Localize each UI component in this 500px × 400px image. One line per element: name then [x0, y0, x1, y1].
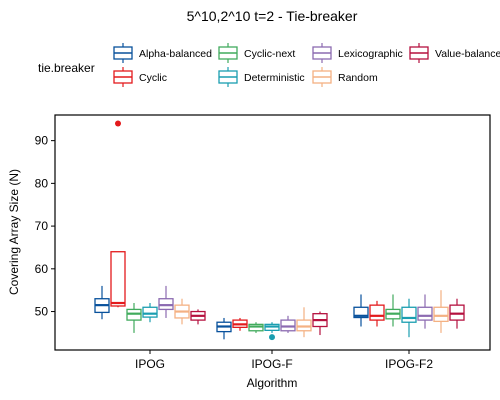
legend-item-value-balanced: Value-balanced — [409, 43, 500, 63]
box-value-balanced-ipog-f2 — [449, 298, 465, 329]
y-axis-title: Covering Array Size (N) — [7, 169, 21, 295]
legend-label: Random — [338, 72, 378, 84]
box-iqr — [110, 251, 126, 307]
outlier-point — [269, 334, 275, 341]
y-tick-label: 90 — [35, 134, 49, 148]
x-tick-label: IPOG-F2 — [385, 357, 433, 371]
outlier-point — [115, 120, 121, 127]
x-axis-title: Algorithm — [247, 376, 298, 390]
legend-label: Lexicographic — [338, 48, 403, 60]
legend-label: Value-balanced — [435, 48, 500, 60]
x-tick-label: IPOG-F — [251, 357, 292, 371]
box-iqr — [369, 304, 385, 321]
y-tick-label: 80 — [35, 176, 49, 190]
box-alpha-balanced-ipog — [94, 285, 110, 320]
legend-item-lexicographic: Lexicographic — [312, 43, 403, 63]
box-deterministic-ipog-f2 — [401, 298, 417, 338]
legend-label: Deterministic — [244, 72, 305, 84]
box-cyclic-next-ipog-f — [248, 322, 264, 333]
legend-item-cyclic: Cyclic — [113, 67, 167, 87]
box-cyclic-ipog-f — [232, 317, 248, 331]
box-alpha-balanced-ipog-f — [216, 317, 232, 340]
y-axis: 50 60 70 80 90 — [35, 134, 55, 319]
box-iqr — [417, 306, 433, 321]
box-cyclic-ipog — [110, 120, 126, 308]
box-deterministic-ipog-f — [264, 322, 280, 341]
plot-border — [54, 114, 491, 351]
legend-label: Alpha-balanced — [139, 48, 212, 60]
x-axis: IPOG IPOG-F IPOG-F2 — [135, 350, 433, 371]
box-lexicographic-ipog-f2 — [417, 294, 433, 329]
box-cyclic-next-ipog — [126, 303, 142, 333]
box-value-balanced-ipog — [190, 309, 206, 325]
box-deterministic-ipog — [142, 303, 158, 323]
box-iqr — [433, 306, 449, 323]
legend-item-cyclic-next: Cyclic-next — [218, 43, 295, 63]
legend-title: tie.breaker — [38, 61, 95, 75]
legend-label: Cyclic — [139, 72, 167, 84]
box-cyclic-ipog-f2 — [369, 300, 385, 327]
legend-label: Cyclic-next — [244, 48, 295, 60]
x-tick-label: IPOG — [135, 357, 165, 371]
box-lexicographic-ipog-f — [280, 315, 296, 333]
box-random-ipog-f2 — [433, 290, 449, 333]
plot-area: 50 60 70 80 90 IPOG IPOG-F IPOG-F2 — [35, 114, 491, 371]
box-cyclic-next-ipog-f2 — [385, 294, 401, 327]
box-value-balanced-ipog-f — [312, 311, 328, 336]
legend: tie.breaker Alpha-balanced Cyclic-next Lex… — [38, 43, 500, 87]
y-tick-label: 70 — [35, 219, 49, 233]
box-iqr — [353, 306, 369, 319]
box-iqr — [142, 306, 158, 318]
box-lexicographic-ipog — [158, 285, 174, 318]
legend-item-deterministic: Deterministic — [218, 67, 305, 87]
box-random-ipog — [174, 298, 190, 325]
box-iqr — [401, 306, 417, 323]
box-random-ipog-f — [296, 307, 312, 338]
legend-item-random: Random — [312, 67, 378, 87]
y-tick-label: 50 — [35, 305, 49, 319]
chart-title: 5^10,2^10 t=2 - Tie-breaker — [187, 8, 358, 24]
legend-item-alpha-balanced: Alpha-balanced — [113, 43, 212, 63]
y-tick-label: 60 — [35, 262, 49, 276]
boxes — [94, 120, 465, 341]
box-alpha-balanced-ipog-f2 — [353, 294, 369, 327]
